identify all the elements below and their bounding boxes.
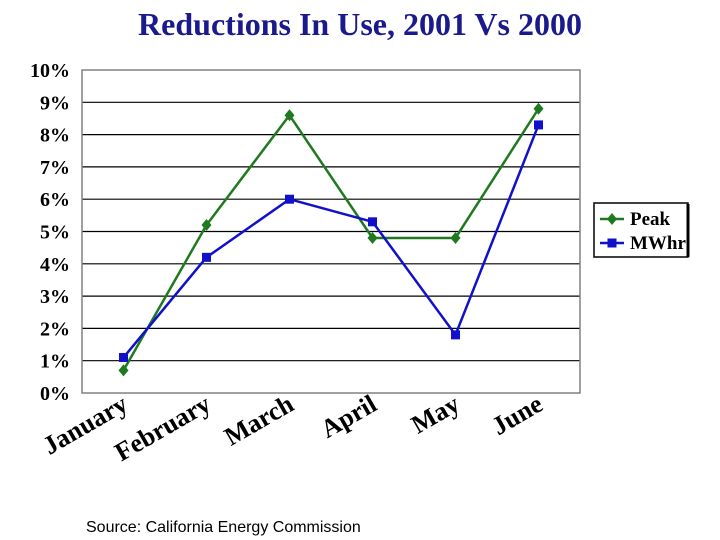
data-point (118, 364, 129, 377)
x-tick-label: April (316, 389, 382, 444)
chart-title: Reductions In Use, 2001 Vs 2000 (138, 6, 582, 42)
y-tick-label: 0% (40, 383, 70, 405)
legend-item-mwhr: MWhr (600, 233, 687, 254)
series-mwhr (119, 120, 543, 362)
x-tick-label: May (406, 389, 464, 439)
legend-box (593, 202, 689, 258)
data-point (119, 352, 128, 362)
y-tick-label: 8% (40, 125, 70, 147)
y-tick-label: 1% (40, 351, 70, 373)
series-peak (118, 102, 544, 377)
series-line (122, 124, 540, 359)
data-point (201, 219, 212, 232)
x-tick-label: February (110, 389, 216, 467)
y-tick-label: 5% (40, 222, 70, 244)
legend-label: Peak (630, 209, 671, 230)
data-point (367, 231, 378, 244)
legend-marker (607, 238, 617, 248)
y-tick-label: 6% (40, 189, 70, 211)
y-tick-label: 4% (40, 254, 70, 276)
y-tick-label: 3% (40, 286, 70, 308)
data-point (284, 109, 295, 122)
data-point (202, 252, 211, 262)
grid-lines (82, 101, 580, 362)
plot-area (81, 69, 581, 394)
x-tick-label: March (219, 389, 299, 452)
legend: Peak MWhr (593, 202, 690, 258)
legend-item-peak: Peak (600, 209, 671, 230)
y-tick-label: 7% (40, 157, 70, 179)
legend-marker (607, 213, 617, 225)
data-point (450, 231, 461, 244)
data-point (285, 194, 294, 204)
y-axis-ticks: 0% 1% 2% 3% 4% 5% 6% 7% 8% 9% 10% (30, 60, 70, 405)
data-point (533, 102, 544, 115)
data-point (451, 330, 460, 340)
series-line (122, 108, 540, 372)
source-note: Source: California Energy Commission (86, 519, 361, 536)
x-tick-label: June (487, 389, 548, 441)
data-point (534, 120, 543, 130)
data-point (368, 217, 377, 227)
series-group (118, 102, 544, 377)
y-tick-label: 2% (40, 318, 70, 340)
legend-label: MWhr (630, 233, 687, 254)
y-tick-label: 9% (40, 92, 70, 114)
y-tick-label: 10% (30, 60, 70, 82)
